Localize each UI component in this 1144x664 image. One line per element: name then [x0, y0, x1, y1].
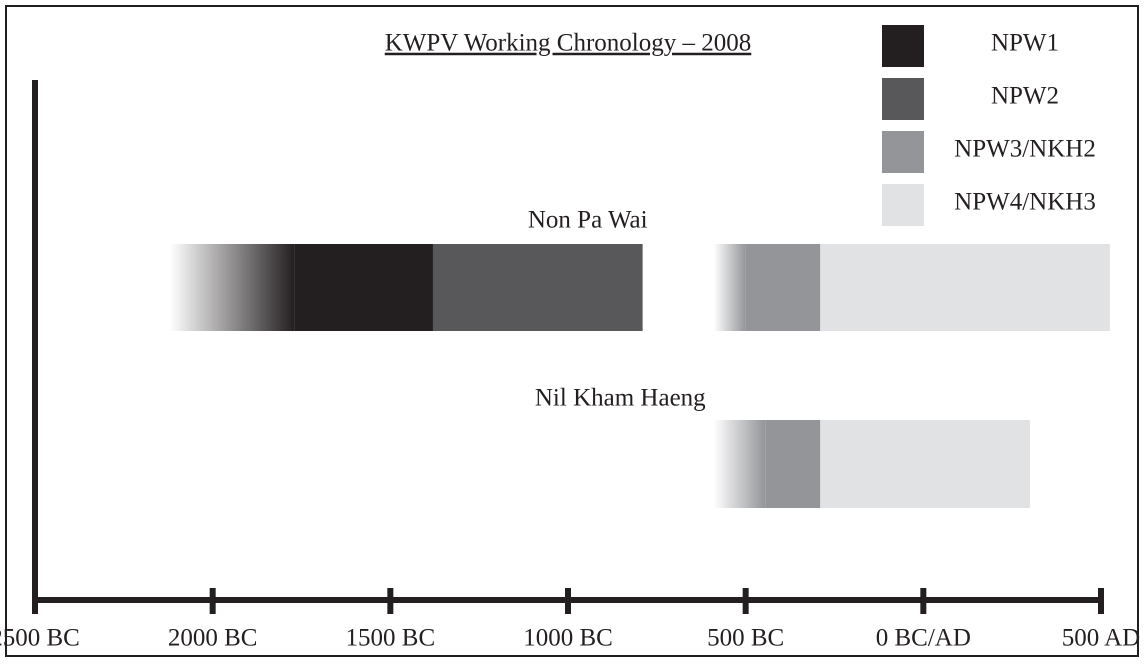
legend-swatch — [882, 78, 924, 120]
x-tick-label: 1000 BC — [523, 625, 613, 652]
fade-bar — [713, 244, 746, 331]
phase-bar — [820, 420, 1030, 508]
fade-bar — [170, 244, 295, 331]
chart-title: KWPV Working Chronology – 2008 — [385, 30, 752, 57]
x-tick-label: 500 AD — [1062, 625, 1140, 652]
row-label: Nil Kham Haeng — [535, 385, 706, 412]
frame — [5, 5, 1139, 657]
fade-bar — [713, 420, 766, 508]
x-tick-label: 1500 BC — [346, 625, 436, 652]
x-tick-label: 2000 BC — [168, 625, 258, 652]
legend-label: NPW2 — [991, 83, 1059, 110]
legend-swatch — [882, 131, 924, 173]
x-tick-label: 500 BC — [707, 625, 784, 652]
legend-label: NPW3/NKH2 — [954, 136, 1096, 163]
phase-bar — [294, 244, 433, 331]
legend-swatch — [882, 184, 924, 226]
x-tick-label: 0 BC/AD — [876, 625, 971, 652]
row-label: Non Pa Wai — [528, 207, 648, 234]
legend-swatch — [882, 25, 924, 67]
phase-bar — [432, 244, 643, 331]
phase-bar — [765, 420, 821, 508]
phase-bar — [745, 244, 821, 331]
legend-label: NPW4/NKH3 — [954, 189, 1096, 216]
legend-label: NPW1 — [991, 30, 1059, 57]
phase-bar — [820, 244, 1110, 331]
x-tick-label: 2500 BC — [0, 625, 80, 652]
